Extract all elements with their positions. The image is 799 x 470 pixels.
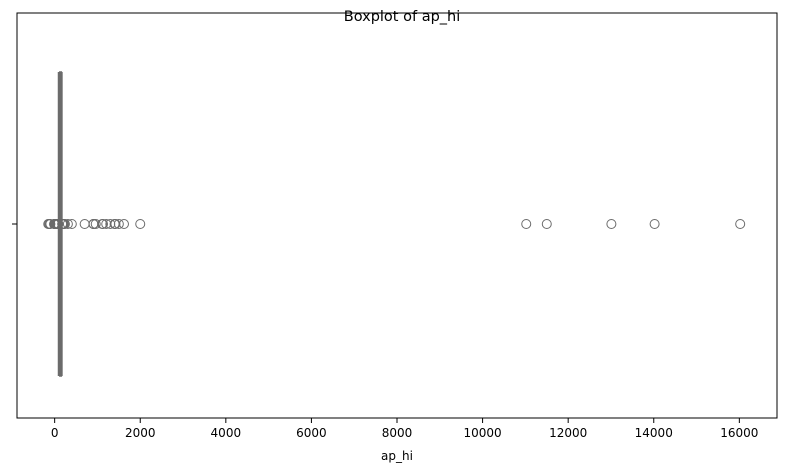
plot-area: [43, 71, 746, 377]
outlier-point: [735, 219, 746, 229]
x-tick-label: 2000: [125, 426, 156, 440]
x-tick-label: 16000: [720, 426, 758, 440]
x-tick-label: 4000: [211, 426, 242, 440]
outlier-point: [45, 219, 56, 229]
outlier-point: [88, 219, 99, 229]
outlier-point: [113, 219, 124, 229]
outlier-point: [59, 219, 70, 229]
x-tick-label: 0: [51, 426, 59, 440]
outlier-point: [649, 219, 660, 229]
outlier-point: [606, 219, 617, 229]
outlier-point: [53, 219, 64, 229]
outlier-point: [90, 219, 101, 229]
plot-frame: [16, 12, 778, 419]
outlier-point: [118, 219, 129, 229]
x-tick-label: 8000: [382, 426, 413, 440]
x-axis-label: ap_hi: [381, 449, 413, 463]
x-tick-label: 14000: [635, 426, 673, 440]
chart-title: Boxplot of ap_hi: [344, 9, 461, 25]
outlier-point: [79, 219, 90, 229]
outlier-point: [98, 219, 109, 229]
x-tick-label: 6000: [296, 426, 327, 440]
x-tick-label: 10000: [463, 426, 501, 440]
x-axis: 0 2000 4000 6000 8000 10000 12000 14000 16000: [51, 418, 758, 440]
outlier-point: [62, 219, 73, 229]
outlier-point: [521, 219, 532, 229]
outlier-point: [541, 219, 552, 229]
outlier-point: [66, 219, 77, 229]
x-tick-label: 12000: [549, 426, 587, 440]
outlier-point: [135, 219, 146, 229]
